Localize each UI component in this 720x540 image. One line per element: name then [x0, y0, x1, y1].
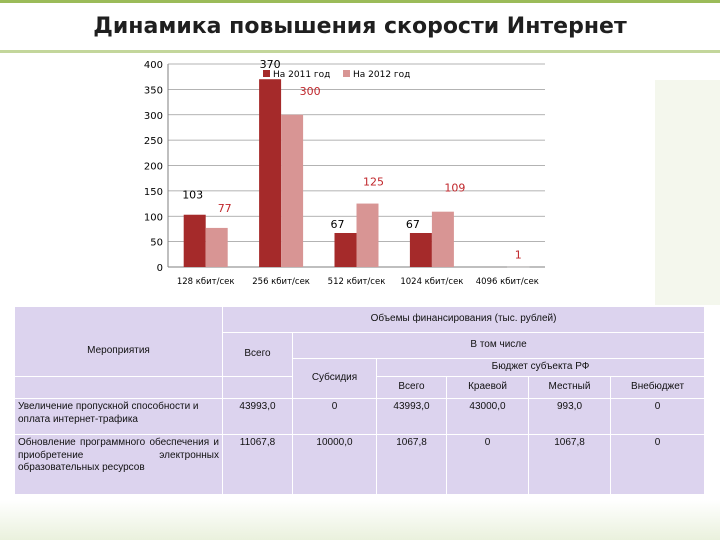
y-tick-label: 200: [144, 162, 163, 173]
data-label: 370: [260, 58, 281, 71]
subsidy-header: Субсидия: [292, 358, 377, 399]
background-panel: [655, 80, 720, 305]
bar: [183, 214, 206, 267]
table-cell: 993,0: [528, 398, 611, 435]
y-tick-label: 250: [144, 136, 163, 147]
bar: [409, 232, 432, 267]
including-header: В том числе: [291, 332, 706, 359]
title-underline: [0, 50, 720, 53]
legend-swatch: [263, 70, 270, 77]
bar: [259, 79, 282, 267]
page-title: Динамика повышения скорости Интернет: [93, 14, 627, 39]
legend-label: На 2011 год: [273, 70, 330, 80]
events-header-label: Мероприятия: [87, 345, 150, 356]
table-cell: 1067,8: [376, 434, 447, 495]
events-header-spacer: [14, 376, 223, 399]
y-tick-label: 50: [150, 238, 163, 249]
table-cell: 0: [292, 398, 377, 435]
y-tick-label: 100: [144, 212, 163, 223]
funding-header: Объемы финансирования (тыс. рублей): [221, 306, 706, 333]
sub-header-regional: Краевой: [446, 376, 529, 399]
data-label: 109: [444, 182, 465, 195]
table-cell: 0: [609, 434, 706, 495]
y-tick-label: 150: [144, 187, 163, 198]
data-label: 77: [218, 202, 232, 215]
y-tick-label: 350: [144, 85, 163, 96]
data-label: 300: [300, 85, 321, 98]
data-label: 1: [515, 248, 522, 261]
x-tick-label: 128 кбит/сек: [177, 277, 235, 287]
bar-chart: 0 50 100 150 200 250 300 350 400 128 кбит/сек 256 …: [144, 58, 545, 287]
accent-bar: [0, 0, 720, 3]
table-cell: 0: [446, 434, 529, 495]
table-cell: 0: [609, 398, 706, 435]
x-tick-label: 512 кбит/сек: [328, 277, 386, 287]
table-cell: 1067,8: [528, 434, 611, 495]
total-header: Всего: [222, 332, 293, 377]
events-header: Мероприятия: [14, 306, 223, 377]
bar: [205, 227, 228, 267]
y-tick-label: 400: [144, 60, 163, 71]
y-tick-label: 0: [157, 263, 163, 274]
legend-swatch: [343, 70, 350, 77]
table-cell: 43000,0: [446, 398, 529, 435]
table-cell: 43993,0: [222, 398, 293, 435]
funding-table: Мероприятия Объемы финансирования (тыс. …: [14, 306, 706, 495]
table-cell: 11067,8: [222, 434, 293, 495]
data-label: 103: [182, 189, 203, 202]
y-tick-label: 300: [144, 111, 163, 122]
budget-header: Бюджет субъекта РФ: [375, 358, 706, 377]
table-row: Увеличение пропускной способности и опла…: [14, 398, 706, 435]
data-label: 67: [406, 218, 420, 231]
table-cell: 10000,0: [292, 434, 377, 495]
table-cell: 43993,0: [376, 398, 447, 435]
sub-header-total: Всего: [376, 376, 447, 399]
data-label: 67: [331, 218, 345, 231]
x-tick-label: 1024 кбит/сек: [400, 277, 463, 287]
bar: [507, 266, 530, 268]
bottom-band: [0, 500, 720, 540]
row-name: Увеличение пропускной способности и опла…: [14, 398, 223, 435]
row-name: Обновление программного обеспечения и пр…: [14, 434, 223, 495]
sub-header-offbudget: Внебюджет: [609, 376, 706, 399]
data-label: 125: [363, 176, 384, 189]
title-band: [0, 0, 720, 50]
bar: [356, 203, 379, 267]
bar: [334, 232, 357, 267]
total-header-spacer: [222, 376, 293, 399]
table-row: Обновление программного обеспечения и пр…: [14, 434, 706, 495]
x-tick-label: 256 кбит/сек: [252, 277, 310, 287]
bar: [431, 211, 454, 267]
sub-header-local: Местный: [528, 376, 611, 399]
bar: [281, 114, 304, 267]
x-tick-label: 4096 кбит/сек: [476, 277, 539, 287]
legend-label: На 2012 год: [353, 70, 410, 80]
